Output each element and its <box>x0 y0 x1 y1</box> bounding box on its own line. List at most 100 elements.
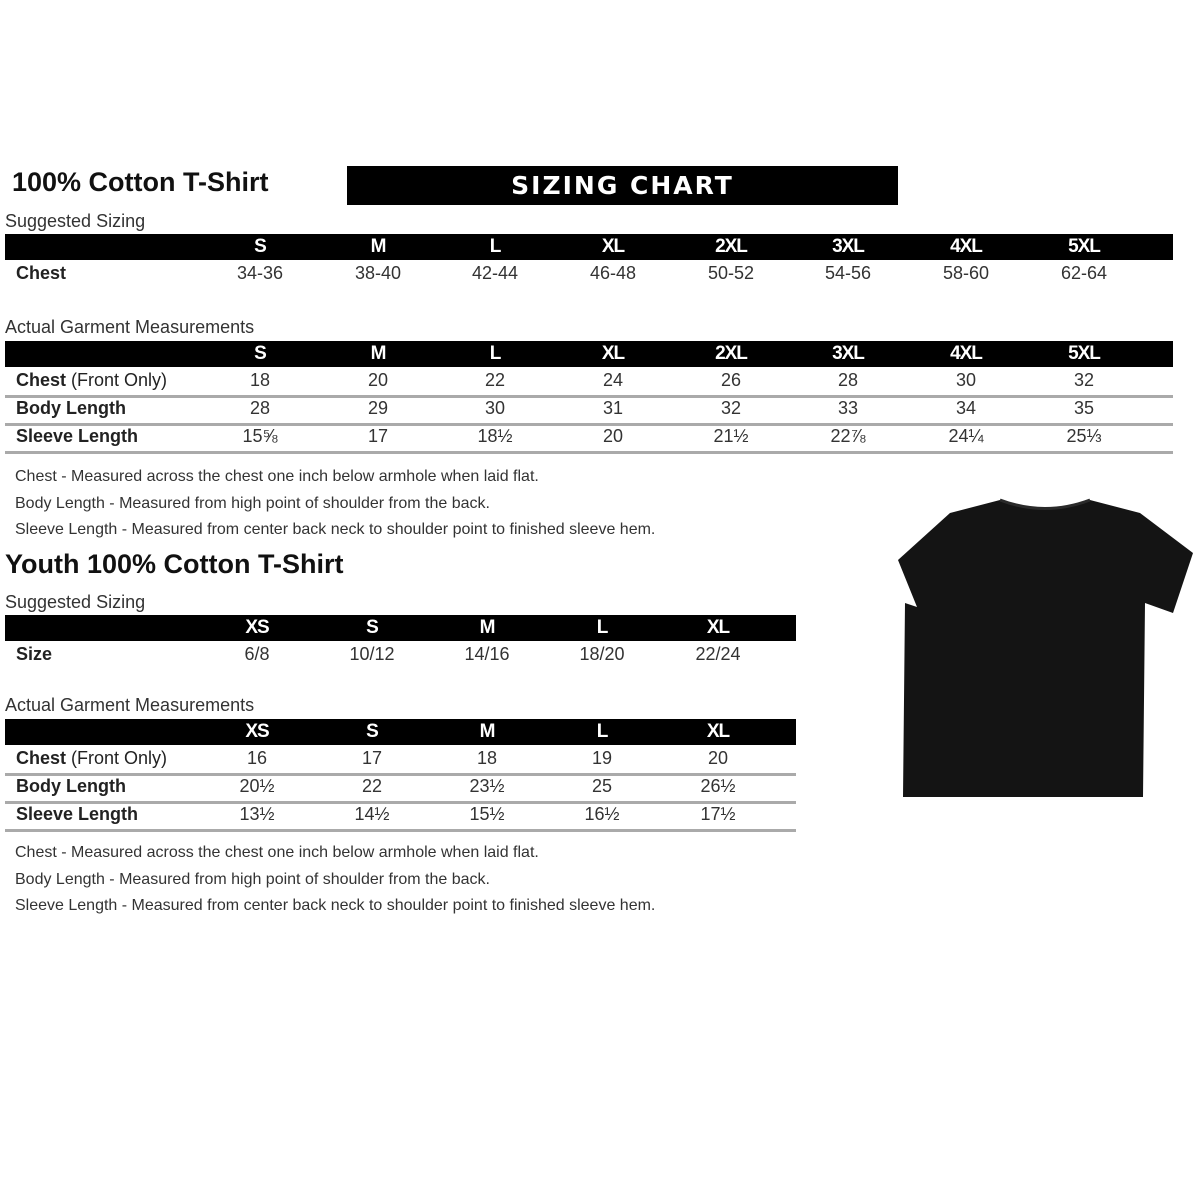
note-line: Chest - Measured across the chest one in… <box>15 844 539 861</box>
size-header-2xl: 2XL <box>715 343 748 364</box>
cell-2xl: 26 <box>720 370 742 390</box>
size-header-bar: XS S M L XL <box>5 615 796 641</box>
size-header-2xl: 2XL <box>715 236 748 257</box>
youth-actual-label: Actual Garment Measurements <box>5 695 255 715</box>
note-line: Chest - Measured across the chest one in… <box>15 468 539 485</box>
size-header-m: M <box>479 721 496 742</box>
cell-xl: 17½ <box>700 804 736 824</box>
cell-m: 17 <box>367 426 389 446</box>
note-line: Body Length - Measured from high point o… <box>15 494 490 512</box>
cell-5xl: 32 <box>1073 370 1095 390</box>
size-header-3xl: 3XL <box>832 343 865 364</box>
size-header-s: S <box>366 617 379 638</box>
cell-3xl: 28 <box>837 370 859 390</box>
size-header-3xl: 3XL <box>832 236 865 257</box>
youth-title: Youth 100% Cotton T-Shirt <box>5 549 344 579</box>
cell-5xl: 62-64 <box>1060 263 1108 283</box>
size-header-m: M <box>370 343 387 364</box>
size-header-xs: XS <box>245 721 269 742</box>
size-header-xl: XL <box>601 236 625 257</box>
size-header-l: L <box>489 236 502 257</box>
cell-l: 18½ <box>477 426 513 446</box>
cell-2xl: 32 <box>720 398 742 418</box>
table-row: Chest (Front Only) 18 20 22 24 26 28 30 32 <box>5 367 1173 398</box>
row-label-note: (Front Only) <box>66 370 168 390</box>
size-header-4xl: 4XL <box>950 236 983 257</box>
cell-4xl: 24¼ <box>948 426 984 446</box>
cell-3xl: 54-56 <box>824 263 872 283</box>
cell-s: 34-36 <box>236 263 284 283</box>
cell-3xl: 22⅞ <box>830 426 866 446</box>
cell-l: 19 <box>591 748 613 768</box>
cell-s: 28 <box>249 398 271 418</box>
row-label: Sleeve Length <box>16 804 139 824</box>
table-row: Body Length 28 29 30 31 32 33 34 35 <box>5 395 1173 426</box>
cell-m: 38-40 <box>354 263 402 283</box>
cell-xl: 22/24 <box>695 644 741 664</box>
cell-s: 10/12 <box>349 644 395 664</box>
cell-xl: 24 <box>602 370 624 390</box>
cell-xl: 31 <box>602 398 624 418</box>
cell-5xl: 25⅓ <box>1066 426 1102 446</box>
table-row: Chest (Front Only) 16 17 18 19 20 <box>5 745 796 776</box>
row-label: Body Length <box>16 398 126 418</box>
adult-suggested-label: Suggested Sizing <box>5 211 146 231</box>
cell-4xl: 58-60 <box>942 263 990 283</box>
adult-actual-table: S M L XL 2XL 3XL 4XL 5XL Chest (Front Only) 18 20 2… <box>5 341 1173 454</box>
cell-m: 23½ <box>469 776 505 796</box>
note-line: Sleeve Length - Measured from center bac… <box>15 521 656 538</box>
cell-m: 15½ <box>469 804 505 824</box>
size-header-bar: S M L XL 2XL 3XL 4XL 5XL <box>5 234 1173 260</box>
size-header-bar: S M L XL 2XL 3XL 4XL 5XL <box>5 341 1173 367</box>
cell-m: 14/16 <box>464 644 510 664</box>
cell-l: 18/20 <box>579 644 625 664</box>
sizing-chart-banner: SIZING CHART <box>347 166 898 205</box>
cell-l: 16½ <box>584 804 620 824</box>
table-row: Sleeve Length 13½ 14½ 15½ 16½ 17½ <box>5 801 796 832</box>
cell-s: 14½ <box>354 804 390 824</box>
size-header-bar: XS S M L XL <box>5 719 796 745</box>
cell-l: 22 <box>484 370 506 390</box>
size-header-4xl: 4XL <box>950 343 983 364</box>
size-header-5xl: 5XL <box>1068 236 1101 257</box>
cell-s: 22 <box>361 776 383 796</box>
cell-2xl: 50-52 <box>707 263 755 283</box>
cell-3xl: 33 <box>837 398 859 418</box>
note-line: Sleeve Length - Measured from center bac… <box>15 897 656 914</box>
table-row: Size 6/8 10/12 14/16 18/20 22/24 <box>5 641 796 669</box>
size-header-m: M <box>370 236 387 257</box>
cell-s: 17 <box>361 748 383 768</box>
table-row: Sleeve Length 15⅝ 17 18½ 20 21½ 22⅞ 24¼ 25⅓ <box>5 423 1173 454</box>
table-row: Chest 34-36 38-40 42-44 46-48 50-52 54-56 58-60… <box>5 260 1173 288</box>
row-label: Sleeve Length <box>16 426 139 446</box>
row-label: Chest (Front Only) <box>16 370 168 390</box>
youth-suggested-label: Suggested Sizing <box>5 592 146 612</box>
size-header-l: L <box>596 721 609 742</box>
cell-xl: 26½ <box>700 776 736 796</box>
cell-xs: 13½ <box>239 804 275 824</box>
black-tshirt-icon <box>898 498 1193 797</box>
size-header-s: S <box>254 343 267 364</box>
row-label: Body Length <box>16 776 126 796</box>
cell-xs: 6/8 <box>244 644 270 664</box>
size-header-m: M <box>479 617 496 638</box>
cell-xl: 46-48 <box>589 263 637 283</box>
size-header-l: L <box>596 617 609 638</box>
table-row: Body Length 20½ 22 23½ 25 26½ <box>5 773 796 804</box>
row-label: Size <box>16 644 53 664</box>
adult-actual-label: Actual Garment Measurements <box>5 317 255 337</box>
adult-suggested-table: S M L XL 2XL 3XL 4XL 5XL Chest 34-36 38-40 42-44 46-… <box>5 234 1173 283</box>
size-header-xl: XL <box>706 617 730 638</box>
cell-l: 30 <box>484 398 506 418</box>
cell-xl: 20 <box>602 426 624 446</box>
cell-l: 25 <box>591 776 613 796</box>
size-header-s: S <box>254 236 267 257</box>
cell-xs: 20½ <box>239 776 275 796</box>
youth-suggested-table: XS S M L XL Size 6/8 10/12 14/16 18/20 22/24 <box>5 615 796 664</box>
cell-m: 18 <box>476 748 498 768</box>
size-header-l: L <box>489 343 502 364</box>
size-header-5xl: 5XL <box>1068 343 1101 364</box>
cell-l: 42-44 <box>471 263 519 283</box>
cell-s: 15⅝ <box>242 426 278 446</box>
adult-title: 100% Cotton T-Shirt <box>12 167 269 197</box>
